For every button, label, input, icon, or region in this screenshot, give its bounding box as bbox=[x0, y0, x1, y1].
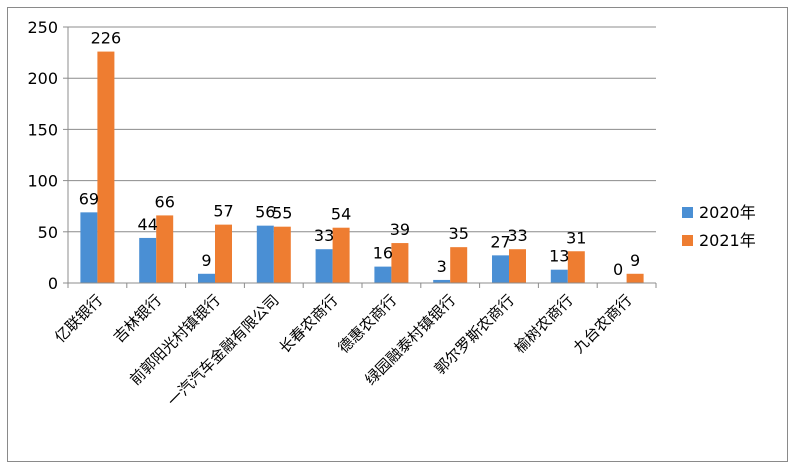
bars bbox=[80, 51, 644, 283]
data-label: 3 bbox=[437, 257, 447, 276]
bar-2021 bbox=[626, 273, 644, 283]
y-tick-label: 50 bbox=[38, 223, 58, 242]
data-label: 31 bbox=[566, 228, 586, 247]
y-tick-labels: 0 50 100 150 200 250 bbox=[27, 18, 58, 293]
data-label: 226 bbox=[91, 29, 122, 48]
bar-2021 bbox=[391, 243, 409, 283]
x-category-label: 九台农商行 bbox=[570, 291, 636, 357]
data-label: 39 bbox=[390, 220, 410, 239]
x-category-label: 长春农商行 bbox=[276, 291, 342, 357]
y-tick-label: 200 bbox=[27, 69, 58, 88]
data-label: 33 bbox=[314, 226, 334, 245]
bar-2021 bbox=[509, 249, 526, 283]
data-label: 27 bbox=[490, 232, 510, 251]
bar-2021 bbox=[450, 247, 468, 283]
bar-2020 bbox=[433, 279, 451, 283]
data-label: 16 bbox=[373, 244, 393, 263]
data-label: 56 bbox=[255, 203, 275, 222]
legend-label: 2021年 bbox=[699, 231, 756, 250]
data-label: 9 bbox=[630, 251, 640, 270]
bar-2021 bbox=[215, 224, 232, 283]
legend-swatch bbox=[682, 235, 693, 246]
data-label: 13 bbox=[549, 247, 569, 266]
x-category-label: 榆树农商行 bbox=[511, 291, 577, 357]
x-category-label: 亿联银行 bbox=[51, 291, 106, 346]
legend-label: 2020年 bbox=[699, 203, 756, 222]
bar-2020 bbox=[492, 255, 509, 283]
data-label: 35 bbox=[449, 224, 469, 243]
data-label: 33 bbox=[507, 226, 527, 245]
data-label: 66 bbox=[155, 192, 175, 211]
data-label: 57 bbox=[213, 202, 233, 221]
axes bbox=[63, 26, 657, 288]
bar-2021 bbox=[97, 51, 115, 283]
x-tick-labels: 亿联银行 吉林银行前郭阳光村镇银行一汽汽车金融有限公司长春农商行德惠农商行绿园融泰… bbox=[51, 291, 635, 410]
data-label: 55 bbox=[272, 204, 292, 223]
bar-2021 bbox=[273, 226, 291, 283]
bar-2021 bbox=[156, 215, 174, 283]
bar-2021 bbox=[567, 251, 585, 283]
y-tick-label: 250 bbox=[27, 18, 58, 37]
bar-2020 bbox=[315, 249, 333, 283]
y-tick-label: 100 bbox=[27, 172, 58, 191]
y-tick-label: 150 bbox=[27, 120, 58, 139]
data-label: 9 bbox=[201, 251, 211, 270]
bar-2020 bbox=[80, 212, 98, 283]
x-category-label: 吉林银行 bbox=[110, 291, 165, 346]
legend: 2020年 2021年 bbox=[682, 203, 756, 250]
x-category-label: 一汽汽车金融有限公司 bbox=[164, 291, 283, 410]
data-label: 54 bbox=[331, 205, 351, 224]
bar-2020 bbox=[550, 269, 568, 283]
bar-2020 bbox=[139, 237, 157, 283]
legend-swatch bbox=[682, 207, 693, 218]
data-label: 69 bbox=[79, 189, 99, 208]
bar-2020 bbox=[374, 266, 392, 283]
bar-2021 bbox=[332, 227, 350, 283]
bar-2020 bbox=[198, 273, 215, 283]
data-label: 44 bbox=[138, 215, 158, 234]
y-tick-label: 0 bbox=[48, 274, 58, 293]
data-label: 0 bbox=[613, 260, 623, 279]
bar-2020 bbox=[256, 225, 274, 283]
chart-frame bbox=[7, 7, 788, 462]
